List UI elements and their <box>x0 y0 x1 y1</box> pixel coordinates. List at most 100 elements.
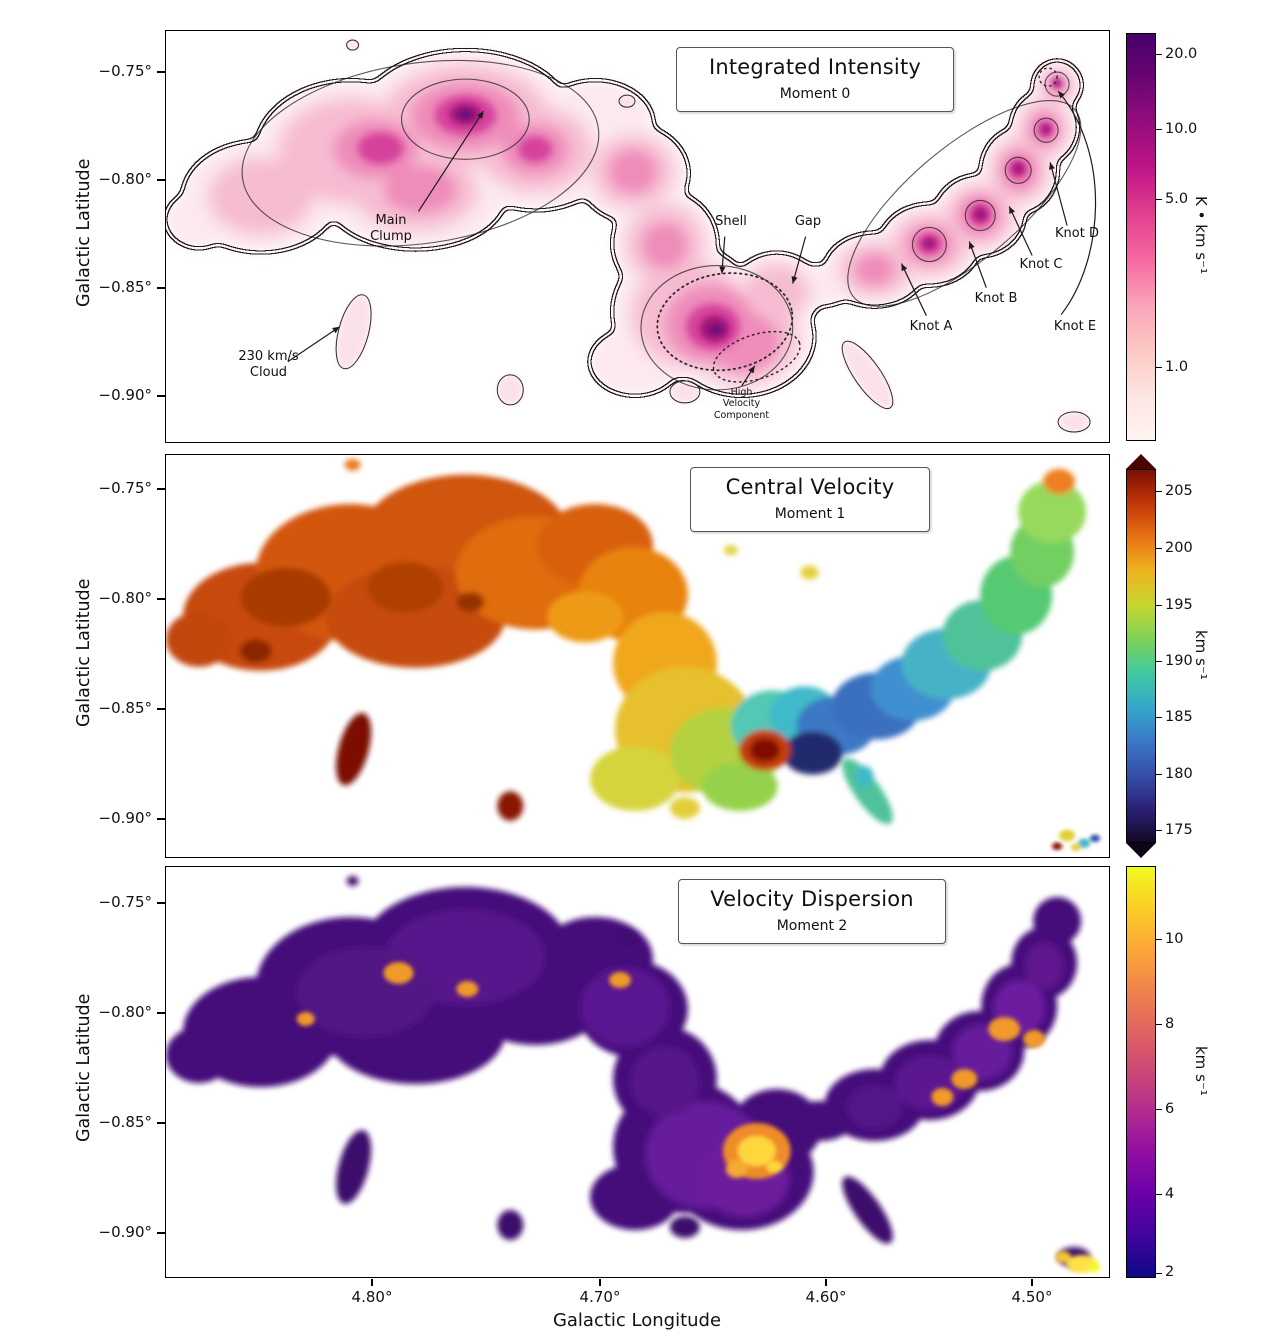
y-tick-label: −0.75° <box>98 62 152 80</box>
annotation-230-cloud: 230 km/s Cloud <box>238 349 299 381</box>
colorbar-tick-label: 10 <box>1165 931 1184 947</box>
colorbar-tick-mark <box>1156 548 1162 550</box>
tick-mark <box>371 1279 373 1286</box>
y-tick-label: −0.75° <box>98 479 152 497</box>
colorbar-tick-label: 190 <box>1165 653 1193 669</box>
tick-mark <box>157 1122 165 1124</box>
colorbar-tick-mark <box>1156 661 1162 663</box>
x-tick-label: 4.80° <box>351 1288 393 1306</box>
tick-mark <box>157 287 165 289</box>
y-tick-label: −0.80° <box>98 1003 152 1021</box>
panel-title: Integrated Intensity <box>708 55 922 79</box>
y-tick-label: −0.85° <box>98 278 152 296</box>
tick-mark <box>157 708 165 710</box>
colorbar-extend-down <box>1126 843 1156 858</box>
hvc-dotted-ellipse <box>712 330 801 383</box>
annotation-knot-a: Knot A <box>909 319 953 334</box>
colorbar-tick-mark <box>1156 1024 1162 1026</box>
panel-title-box-moment1: Central Velocity Moment 1 <box>690 467 930 532</box>
colorbar-tick-label: 5.0 <box>1165 191 1189 207</box>
y-axis-label: Galactic Latitude <box>74 158 94 307</box>
tick-mark <box>157 598 165 600</box>
colorbar-label-moment2: km s⁻¹ <box>1192 1046 1210 1096</box>
x-tick-label: 4.60° <box>805 1288 847 1306</box>
tick-mark <box>157 1012 165 1014</box>
colorbar-tick-mark <box>1156 939 1162 941</box>
moment0-map <box>166 39 1097 433</box>
tick-mark <box>157 395 165 397</box>
y-tick-label: −0.85° <box>98 699 152 717</box>
annotation-arrows <box>287 90 1097 387</box>
panel-subtitle: Moment 0 <box>779 86 851 102</box>
colorbar-tick-label: 6 <box>1165 1101 1175 1117</box>
x-axis-label: Galactic Longitude <box>552 1310 722 1331</box>
colorbar-tick-label: 10.0 <box>1165 121 1198 137</box>
colorbar-tick-label: 195 <box>1165 597 1193 613</box>
panel-title-box-moment2: Velocity Dispersion Moment 2 <box>678 879 946 944</box>
colorbar-tick-label: 8 <box>1165 1016 1175 1032</box>
colorbar-tick-label: 185 <box>1165 709 1193 725</box>
colorbar-tick-mark <box>1156 717 1162 719</box>
tick-mark <box>157 818 165 820</box>
panel-moment1: Central Velocity Moment 1 <box>165 454 1110 858</box>
annotation-shell: Shell <box>715 214 747 229</box>
shell-dotted-ellipse <box>656 272 794 372</box>
moment0-contours <box>166 39 1091 433</box>
colorbar-moment1 <box>1126 469 1156 843</box>
y-tick-label: −0.85° <box>98 1113 152 1131</box>
tick-mark <box>599 1279 601 1286</box>
panel-subtitle: Moment 1 <box>774 506 846 522</box>
tick-mark <box>1031 1279 1033 1286</box>
colorbar-tick-mark <box>1156 1273 1162 1275</box>
y-axis-label: Galactic Latitude <box>74 993 94 1142</box>
tick-mark <box>157 1232 165 1234</box>
panel-subtitle: Moment 2 <box>776 918 848 934</box>
moment1-velocity-field <box>166 458 1087 825</box>
colorbar-tick-label: 180 <box>1165 766 1193 782</box>
colorbar-tick-mark <box>1156 774 1162 776</box>
annotation-hvc: High Velocity Component <box>713 387 770 421</box>
y-tick-label: −0.90° <box>98 809 152 827</box>
annotation-knot-d: Knot D <box>1055 226 1099 241</box>
annotation-main-clump: Main Clump <box>370 213 412 245</box>
y-tick-label: −0.90° <box>98 386 152 404</box>
colorbar-tick-label: 2 <box>1165 1264 1175 1280</box>
colorbar-tick-label: 205 <box>1165 483 1193 499</box>
panel-title: Velocity Dispersion <box>710 887 914 911</box>
colorbar-tick-label: 200 <box>1165 540 1193 556</box>
colorbar-tick-mark <box>1156 830 1162 832</box>
colorbar-tick-label: 175 <box>1165 822 1193 838</box>
tick-mark <box>157 902 165 904</box>
x-tick-label: 4.50° <box>1011 1288 1053 1306</box>
moment1-corner-specks <box>1052 829 1101 852</box>
colorbar-tick-mark <box>1156 129 1162 131</box>
moment2-dispersion-field <box>166 876 1101 1273</box>
colorbar-tick-label: 4 <box>1165 1186 1175 1202</box>
moment2-map <box>166 876 1101 1273</box>
x-tick-label: 4.70° <box>579 1288 621 1306</box>
colorbar-tick-label: 1.0 <box>1165 359 1189 375</box>
colorbar-label-moment0: K • km s⁻¹ <box>1192 196 1210 275</box>
colorbar-label-moment1: km s⁻¹ <box>1192 630 1210 680</box>
colorbar-tick-mark <box>1156 54 1162 56</box>
colorbar-tick-mark <box>1156 605 1162 607</box>
panel-moment2: Velocity Dispersion Moment 2 <box>165 866 1110 1278</box>
colorbar-tick-label: 20.0 <box>1165 46 1198 62</box>
tick-mark <box>157 488 165 490</box>
panel-title-box-moment0: Integrated Intensity Moment 0 <box>676 47 954 112</box>
annotation-knot-e: Knot E <box>1053 319 1097 334</box>
colorbar-tick-mark <box>1156 199 1162 201</box>
y-tick-label: −0.90° <box>98 1223 152 1241</box>
annotation-gap: Gap <box>794 214 822 229</box>
colorbar-tick-mark <box>1156 367 1162 369</box>
y-tick-label: −0.80° <box>98 589 152 607</box>
y-tick-label: −0.75° <box>98 893 152 911</box>
tick-mark <box>157 179 165 181</box>
colorbar-moment0 <box>1126 33 1156 441</box>
annotation-knot-b: Knot B <box>974 291 1018 306</box>
tick-mark <box>825 1279 827 1286</box>
colorbar-tick-mark <box>1156 1194 1162 1196</box>
y-tick-label: −0.80° <box>98 170 152 188</box>
tick-mark <box>157 71 165 73</box>
